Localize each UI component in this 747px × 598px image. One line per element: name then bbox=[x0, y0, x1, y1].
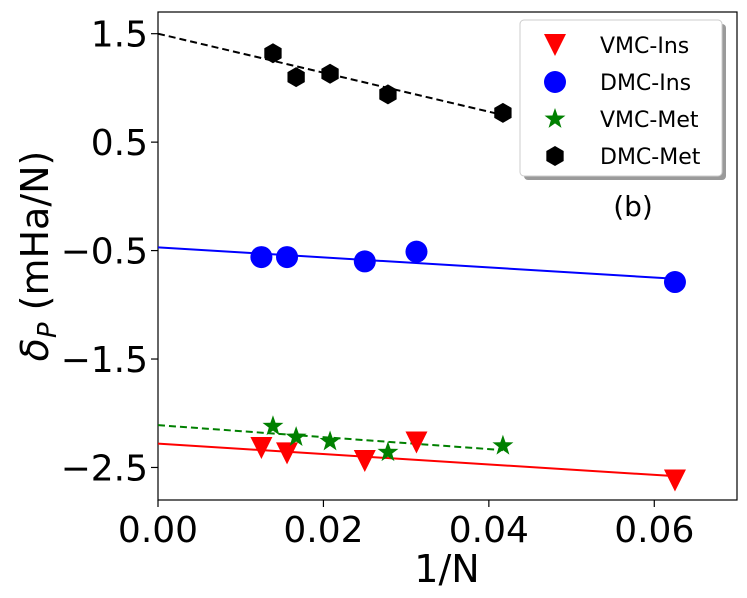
y-tick-label: 0.5 bbox=[91, 123, 148, 164]
y-axis-label: δP (mHa/N) bbox=[13, 151, 63, 362]
data-point-vmc-ins bbox=[276, 442, 299, 465]
x-axis-label: 1/N bbox=[414, 547, 479, 591]
data-markers bbox=[250, 43, 686, 492]
data-point-dmc-ins bbox=[250, 246, 273, 269]
legend-marker-dmc-ins bbox=[544, 71, 566, 93]
x-axis-ticks: 0.00 0.02 0.04 0.06 bbox=[118, 500, 694, 551]
data-point-dmc-ins bbox=[405, 240, 428, 263]
data-point-vmc-met bbox=[319, 430, 341, 451]
y-tick-label: −1.5 bbox=[61, 340, 148, 381]
data-point-vmc-met bbox=[492, 434, 514, 455]
panel-annotation: (b) bbox=[613, 190, 653, 223]
svg-text:δP (mHa/N): δP (mHa/N) bbox=[13, 151, 63, 362]
data-point-vmc-ins bbox=[405, 431, 428, 454]
data-point-vmc-met bbox=[285, 426, 307, 446]
data-point-dmc-met bbox=[379, 84, 397, 105]
legend-marker-vmc-ins bbox=[544, 34, 566, 56]
y-axis-label-symbol: δ bbox=[13, 338, 57, 361]
data-point-dmc-ins bbox=[663, 271, 686, 294]
legend-label-dmc-met: DMC-Met bbox=[600, 145, 701, 170]
fit-line-vmc-ins bbox=[158, 442, 676, 478]
legend-marker-vmc-met bbox=[544, 108, 566, 128]
x-tick-label: 0.06 bbox=[614, 510, 694, 551]
y-axis-label-subscript: P bbox=[33, 322, 63, 338]
data-point-vmc-met bbox=[262, 415, 284, 436]
data-point-vmc-ins bbox=[250, 436, 273, 459]
x-tick-label: 0.02 bbox=[283, 510, 363, 551]
legend-box bbox=[519, 19, 723, 177]
data-point-dmc-met bbox=[321, 63, 339, 84]
data-point-vmc-ins bbox=[353, 449, 376, 472]
data-point-dmc-met bbox=[494, 102, 512, 123]
x-tick-label: 0.04 bbox=[449, 510, 529, 551]
fit-lines bbox=[158, 32, 676, 478]
legend-label-vmc-met: VMC-Met bbox=[600, 108, 699, 133]
x-tick-label: 0.00 bbox=[118, 510, 198, 551]
legend-label-dmc-ins: DMC-Ins bbox=[600, 71, 691, 96]
y-axis-ticks: 1.5 0.5 −0.5 −1.5 −2.5 bbox=[61, 15, 158, 489]
data-point-dmc-met bbox=[264, 43, 282, 64]
legend-label-vmc-ins: VMC-Ins bbox=[600, 34, 689, 59]
legend-marker-dmc-met bbox=[546, 146, 564, 166]
data-point-dmc-ins bbox=[353, 250, 376, 273]
data-point-dmc-met bbox=[287, 67, 305, 88]
data-point-vmc-met bbox=[377, 441, 399, 462]
data-point-vmc-ins bbox=[663, 469, 686, 492]
y-tick-label: −2.5 bbox=[61, 448, 148, 489]
fit-line-dmc-ins bbox=[158, 246, 676, 280]
y-tick-label: 1.5 bbox=[91, 15, 148, 56]
data-point-dmc-ins bbox=[276, 246, 299, 269]
y-axis-label-units: (mHa/N) bbox=[13, 151, 57, 323]
fit-line-vmc-met bbox=[158, 424, 503, 452]
y-tick-label: −0.5 bbox=[61, 232, 148, 273]
legend: VMC-Ins DMC-Ins VMC-Met DMC-Met bbox=[519, 19, 726, 180]
